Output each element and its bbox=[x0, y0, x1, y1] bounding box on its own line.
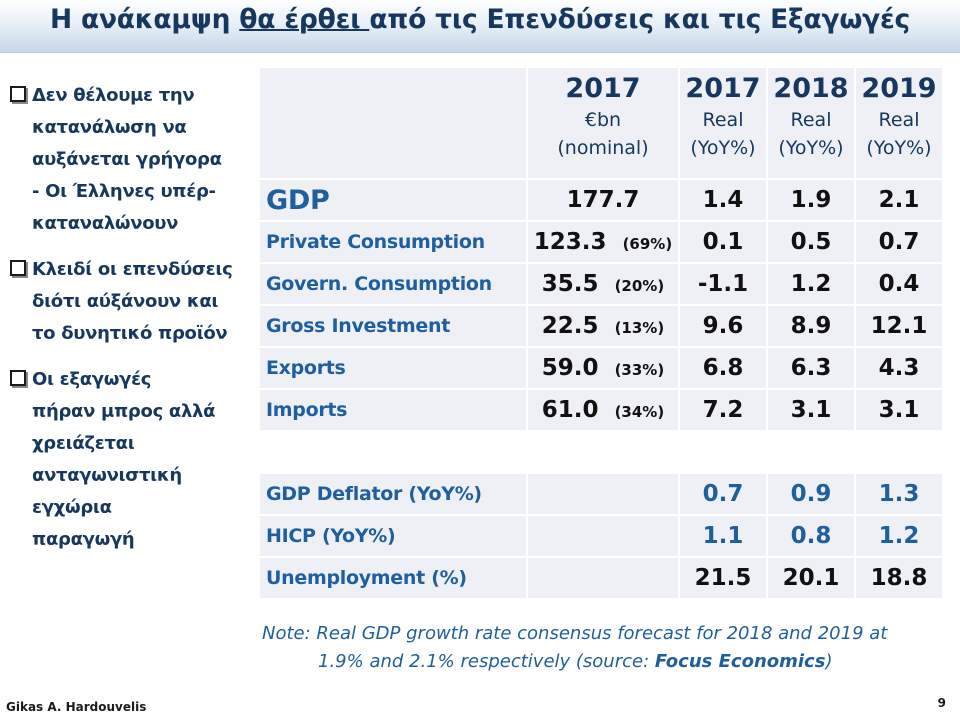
cell-2019: 0.4 bbox=[856, 264, 942, 304]
bullet-text: Οι εξαγωγές πήραν μπρος αλλά χρειάζεται … bbox=[32, 369, 216, 550]
header-2017-nominal: 2017 €bn (nominal) bbox=[528, 68, 678, 178]
header-row: 2017 €bn (nominal) 2017 Real (YoY%) 2018 Real… bbox=[260, 68, 942, 178]
bullet-item: Οι εξαγωγές πήραν μπρος αλλά χρειάζεται … bbox=[10, 364, 220, 556]
header-2018-real: 2018 Real (YoY%) bbox=[768, 68, 854, 178]
cell-2018: 0.9 bbox=[768, 474, 854, 514]
author-name: Gikas A. Hardouvelis bbox=[6, 700, 147, 714]
bullet-text: Δεν θέλουμε την κατανάλωση να αυξάνεται … bbox=[32, 85, 222, 234]
note-source: Focus Economics bbox=[654, 651, 826, 672]
cell-2018: 1.2 bbox=[768, 264, 854, 304]
footnote: Note: Real GDP growth rate consensus for… bbox=[262, 620, 952, 676]
title-part2: από τις Επενδύσεις και τις Εξαγωγές bbox=[369, 4, 911, 35]
table-row: Imports 61.0 (34%) 7.2 3.1 3.1 bbox=[260, 390, 942, 430]
cell-2018: 8.9 bbox=[768, 306, 854, 346]
cell-2019: 0.7 bbox=[856, 222, 942, 262]
cell-nominal: 35.5 (20%) bbox=[528, 264, 678, 304]
checkbox-icon bbox=[10, 260, 26, 276]
cell-2018: 20.1 bbox=[768, 558, 854, 598]
table-row-gdp: GDP 177.7 1.4 1.9 2.1 bbox=[260, 180, 942, 220]
note-line2: 1.9% and 2.1% respectively (source: Focu… bbox=[318, 651, 833, 672]
cell-2017: 1.1 bbox=[680, 516, 766, 556]
page-number: 9 bbox=[937, 696, 946, 710]
cell-2018: 6.3 bbox=[768, 348, 854, 388]
cell-empty bbox=[528, 558, 678, 598]
cell-2017: 1.4 bbox=[680, 180, 766, 220]
cell-2017: 0.1 bbox=[680, 222, 766, 262]
title-bar: Η ανάκαμψη θα έρθει από τις Επενδύσεις κ… bbox=[0, 0, 960, 53]
row-label: Govern. Consumption bbox=[260, 264, 526, 304]
bullet-item: Κλειδί οι επενδύσεις διότι αύξάνουν και … bbox=[10, 254, 238, 350]
cell-2019: 1.3 bbox=[856, 474, 942, 514]
table-row: Gross Investment 22.5 (13%) 9.6 8.9 12.1 bbox=[260, 306, 942, 346]
cell-2017: 7.2 bbox=[680, 390, 766, 430]
row-label: GDP Deflator (YoY%) bbox=[260, 474, 526, 514]
slide-title: Η ανάκαμψη θα έρθει από τις Επενδύσεις κ… bbox=[0, 4, 960, 35]
forecast-table: 2017 €bn (nominal) 2017 Real (YoY%) 2018 Real… bbox=[258, 66, 944, 600]
header-empty bbox=[260, 68, 526, 178]
row-label: Private Consumption bbox=[260, 222, 526, 262]
cell-2019: 2.1 bbox=[856, 180, 942, 220]
row-label: Unemployment (%) bbox=[260, 558, 526, 598]
table-row: Govern. Consumption 35.5 (20%) -1.1 1.2 … bbox=[260, 264, 942, 304]
bullet-item: Δεν θέλουμε την κατανάλωση να αυξάνεται … bbox=[10, 80, 222, 240]
checkbox-icon bbox=[10, 370, 26, 386]
cell-2019: 1.2 bbox=[856, 516, 942, 556]
cell-2017: 21.5 bbox=[680, 558, 766, 598]
row-label: Exports bbox=[260, 348, 526, 388]
note-line1: Note: Real GDP growth rate consensus for… bbox=[262, 623, 888, 644]
header-2017-real: 2017 Real (YoY%) bbox=[680, 68, 766, 178]
cell-2018: 1.9 bbox=[768, 180, 854, 220]
cell-2018: 0.5 bbox=[768, 222, 854, 262]
cell-2019: 12.1 bbox=[856, 306, 942, 346]
header-2019-real: 2019 Real (YoY%) bbox=[856, 68, 942, 178]
cell-empty bbox=[528, 516, 678, 556]
cell-nominal: 61.0 (34%) bbox=[528, 390, 678, 430]
row-label: Gross Investment bbox=[260, 306, 526, 346]
checkbox-icon bbox=[10, 86, 26, 102]
cell-2017: 9.6 bbox=[680, 306, 766, 346]
cell-nominal: 177.7 bbox=[528, 180, 678, 220]
table-spacer bbox=[260, 432, 942, 472]
cell-nominal: 22.5 (13%) bbox=[528, 306, 678, 346]
table-row: HICP (YoY%) 1.1 0.8 1.2 bbox=[260, 516, 942, 556]
cell-empty bbox=[528, 474, 678, 514]
row-label: Imports bbox=[260, 390, 526, 430]
row-label: GDP bbox=[260, 180, 526, 220]
cell-2018: 3.1 bbox=[768, 390, 854, 430]
cell-2019: 4.3 bbox=[856, 348, 942, 388]
cell-2019: 18.8 bbox=[856, 558, 942, 598]
cell-2017: 6.8 bbox=[680, 348, 766, 388]
cell-2017: -1.1 bbox=[680, 264, 766, 304]
table-row: Unemployment (%) 21.5 20.1 18.8 bbox=[260, 558, 942, 598]
table-row: Exports 59.0 (33%) 6.8 6.3 4.3 bbox=[260, 348, 942, 388]
title-underlined: θα έρθει bbox=[239, 4, 370, 35]
cell-2017: 0.7 bbox=[680, 474, 766, 514]
row-label: HICP (YoY%) bbox=[260, 516, 526, 556]
bullet-list: Δεν θέλουμε την κατανάλωση να αυξάνεται … bbox=[10, 80, 246, 570]
cell-nominal: 59.0 (33%) bbox=[528, 348, 678, 388]
cell-2018: 0.8 bbox=[768, 516, 854, 556]
bullet-text: Κλειδί οι επενδύσεις διότι αύξάνουν και … bbox=[32, 259, 233, 344]
cell-2019: 3.1 bbox=[856, 390, 942, 430]
table-row: GDP Deflator (YoY%) 0.7 0.9 1.3 bbox=[260, 474, 942, 514]
table-row: Private Consumption 123.3 (69%) 0.1 0.5 … bbox=[260, 222, 942, 262]
title-part1: Η ανάκαμψη bbox=[49, 4, 240, 35]
cell-nominal: 123.3 (69%) bbox=[528, 222, 678, 262]
